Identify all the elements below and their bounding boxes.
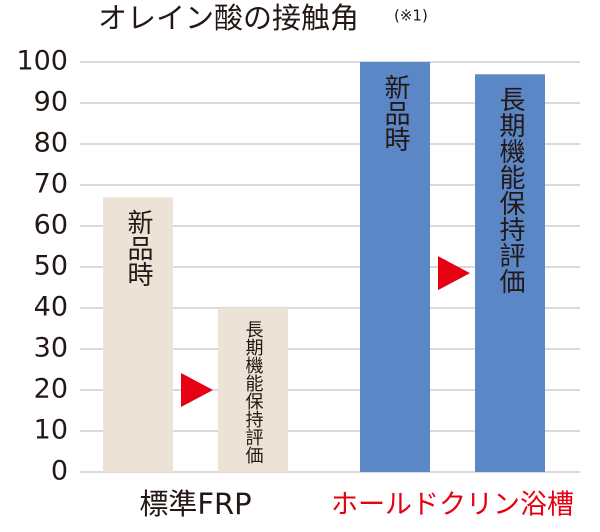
group-label: 標準FRP — [139, 487, 251, 521]
y-tick-label: 60 — [34, 210, 68, 241]
bar — [360, 62, 430, 472]
chart-title: オレイン酸の接触角 — [98, 1, 359, 35]
bar-label: 長期機能保持評価 — [495, 86, 525, 294]
y-tick-label: 0 — [51, 456, 68, 487]
y-tick-label: 50 — [34, 251, 68, 282]
arrow — [181, 373, 213, 407]
y-tick-label: 20 — [34, 374, 68, 405]
bar-label: 新品時 — [123, 209, 153, 287]
y-tick-label: 10 — [34, 415, 68, 446]
y-tick-label: 80 — [34, 128, 68, 159]
y-tick-label: 70 — [34, 169, 68, 200]
bar — [103, 197, 173, 473]
bar-label: 新品時 — [380, 74, 410, 152]
bar-label: 長期機能保持評価 — [243, 320, 264, 464]
bar — [218, 308, 288, 472]
y-tick-label: 90 — [34, 87, 68, 118]
bar — [475, 74, 545, 473]
y-tick-label: 30 — [34, 333, 68, 364]
y-tick-label: 40 — [34, 292, 68, 323]
arrow — [438, 256, 470, 291]
title-note: (※1) — [394, 7, 428, 25]
group-label: ホールドクリン浴槽 — [331, 490, 574, 521]
y-tick-label: 100 — [16, 46, 68, 77]
